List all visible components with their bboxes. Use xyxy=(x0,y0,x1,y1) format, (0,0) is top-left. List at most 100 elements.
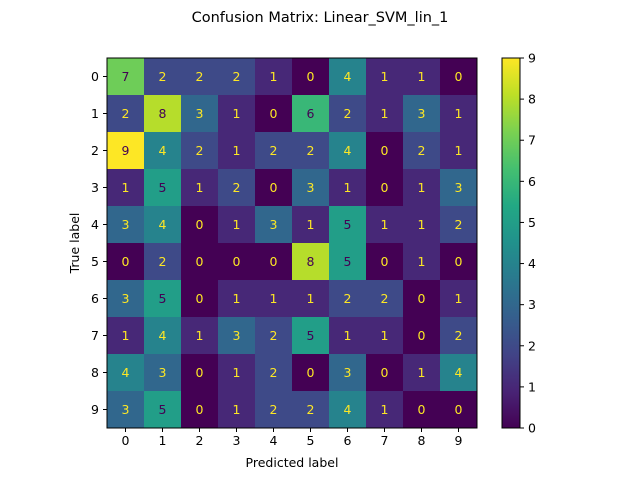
colorbar-tick-label: 9 xyxy=(528,51,536,66)
heatmap-cell xyxy=(366,95,404,133)
cell-value-label: 4 xyxy=(159,143,167,158)
cell-value-label: 1 xyxy=(233,106,241,121)
cell-value-label: 0 xyxy=(270,254,278,269)
heatmap-cell xyxy=(181,58,219,96)
heatmap-cell xyxy=(366,391,404,429)
cell-value-label: 6 xyxy=(307,106,315,121)
heatmap-cell xyxy=(366,354,404,392)
cell-value-label: 3 xyxy=(159,365,167,380)
heatmap-cell xyxy=(440,243,478,281)
heatmap-cell xyxy=(255,95,293,133)
x-tick-label: 0 xyxy=(122,433,130,448)
heatmap-cell xyxy=(329,58,367,96)
cell-value-label: 1 xyxy=(381,217,389,232)
cell-value-label: 3 xyxy=(122,291,130,306)
x-tick-label: 8 xyxy=(418,433,426,448)
heatmap-cell xyxy=(107,169,145,207)
heatmap-cell xyxy=(144,169,182,207)
cell-value-label: 0 xyxy=(455,69,463,84)
heatmap-cell xyxy=(181,354,219,392)
cell-value-label: 0 xyxy=(196,217,204,232)
heatmap-cell xyxy=(403,243,441,281)
heatmap-cell xyxy=(144,280,182,318)
cell-value-label: 5 xyxy=(344,217,352,232)
colorbar-tick-label: 2 xyxy=(528,338,536,353)
heatmap-cell xyxy=(403,169,441,207)
heatmap-cell xyxy=(366,206,404,244)
x-tick-label: 9 xyxy=(455,433,463,448)
cell-value-label: 2 xyxy=(307,402,315,417)
heatmap-cell xyxy=(440,280,478,318)
heatmap-cell xyxy=(366,58,404,96)
heatmap-cell xyxy=(329,354,367,392)
colorbar-tick-label: 4 xyxy=(528,256,536,271)
heatmap-cell xyxy=(329,132,367,170)
heatmap-cell xyxy=(107,280,145,318)
cell-value-label: 1 xyxy=(233,365,241,380)
cell-value-label: 1 xyxy=(233,291,241,306)
cell-value-label: 0 xyxy=(196,291,204,306)
heatmap-cell xyxy=(255,206,293,244)
y-axis-ticks: 0 1 2 3 4 5 6 7 8 9 xyxy=(91,69,107,417)
cell-value-label: 1 xyxy=(122,180,130,195)
heatmap-cell xyxy=(107,58,145,96)
cell-value-label: 0 xyxy=(122,254,130,269)
heatmap-cell xyxy=(292,391,330,429)
cell-value-label: 1 xyxy=(270,291,278,306)
heatmap-cell xyxy=(440,317,478,355)
cell-value-label: 1 xyxy=(307,217,315,232)
heatmap-cell xyxy=(403,58,441,96)
heatmap-cell xyxy=(181,317,219,355)
cell-value-label: 2 xyxy=(233,180,241,195)
heatmap-cell xyxy=(107,95,145,133)
x-axis-ticks: 0 1 2 3 4 5 6 7 8 9 xyxy=(122,428,463,448)
cell-value-label: 1 xyxy=(233,143,241,158)
x-tick-label: 4 xyxy=(270,433,278,448)
heatmap-cell xyxy=(255,132,293,170)
heatmap-cell xyxy=(218,58,256,96)
cell-value-label: 5 xyxy=(159,291,167,306)
heatmap-cells: 7 2 2 2 1 0 4 1 1 02 8 3 1 0 6 2 1 3 19 4 2 1 2 2 4 0 2 11 5 1 2 0 3 1 0 1 3… xyxy=(107,58,478,429)
colorbar-ticks: 0 1 2 3 4 5 6 7 8 9 xyxy=(520,51,536,436)
cell-value-label: 1 xyxy=(418,217,426,232)
cell-value-label: 0 xyxy=(455,402,463,417)
heatmap-cell xyxy=(292,95,330,133)
colorbar-tick-label: 5 xyxy=(528,215,536,230)
cell-value-label: 0 xyxy=(270,180,278,195)
heatmap-cell xyxy=(292,206,330,244)
heatmap-cell xyxy=(440,95,478,133)
cell-value-label: 2 xyxy=(159,254,167,269)
cell-value-label: 0 xyxy=(418,328,426,343)
cell-value-label: 1 xyxy=(122,328,130,343)
heatmap-cell xyxy=(440,169,478,207)
heatmap-cell xyxy=(292,280,330,318)
heatmap-cell xyxy=(329,391,367,429)
heatmap-cell xyxy=(218,317,256,355)
x-tick-label: 6 xyxy=(344,433,352,448)
cell-value-label: 4 xyxy=(344,143,352,158)
cell-value-label: 0 xyxy=(196,365,204,380)
cell-value-label: 3 xyxy=(344,365,352,380)
x-tick-label: 7 xyxy=(381,433,389,448)
heatmap-cell xyxy=(403,95,441,133)
heatmap-cell xyxy=(107,243,145,281)
heatmap-cell xyxy=(144,317,182,355)
cell-value-label: 1 xyxy=(381,69,389,84)
y-tick-label: 3 xyxy=(91,180,99,195)
x-tick-label: 3 xyxy=(233,433,241,448)
heatmap-cell xyxy=(181,95,219,133)
cell-value-label: 0 xyxy=(233,254,241,269)
x-axis-label: Predicted label xyxy=(246,455,339,470)
heatmap-cell xyxy=(107,132,145,170)
heatmap-cell xyxy=(440,391,478,429)
cell-value-label: 3 xyxy=(418,106,426,121)
cell-value-label: 1 xyxy=(418,69,426,84)
heatmap-cell xyxy=(218,95,256,133)
cell-value-label: 2 xyxy=(270,328,278,343)
chart-title: Confusion Matrix: Linear_SVM_lin_1 xyxy=(192,10,449,26)
heatmap-cell xyxy=(144,391,182,429)
cell-value-label: 1 xyxy=(418,365,426,380)
cell-value-label: 2 xyxy=(270,143,278,158)
y-tick-label: 4 xyxy=(91,217,99,232)
heatmap-cell xyxy=(440,58,478,96)
